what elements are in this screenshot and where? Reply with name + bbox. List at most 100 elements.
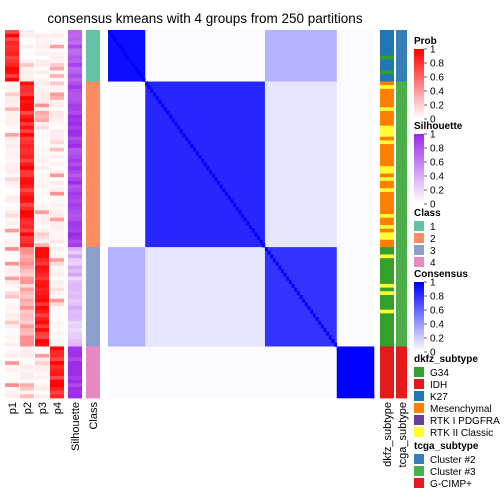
silhouette-cell (68, 328, 82, 333)
silhouette-cell (68, 379, 82, 384)
p3-cell (35, 375, 49, 380)
consensus-diagonal-cell (310, 309, 314, 314)
p4-cell (50, 99, 64, 104)
p1-cell (5, 342, 19, 347)
dkfz-subtype-cell (380, 254, 394, 259)
p4-cell (50, 70, 64, 75)
consensus-block (336, 30, 375, 82)
p3-cell (35, 41, 49, 46)
p1-cell (5, 287, 19, 292)
p1-cell (5, 247, 19, 252)
p1-cell (5, 136, 19, 141)
p1-cell (5, 372, 19, 377)
consensus-block (108, 247, 146, 347)
dkfz-subtype-cell (380, 99, 394, 104)
tcga-subtype-cell (396, 63, 407, 68)
tcga-subtype-cell (396, 66, 407, 71)
p3-cell (35, 210, 49, 215)
p2-cell (20, 103, 34, 108)
legend-gradient-step (414, 84, 424, 87)
annotation-tracks (5, 30, 100, 399)
legend-gradient-step (414, 151, 424, 154)
legend-title: Silhouette (414, 121, 463, 132)
p1-cell (5, 177, 19, 182)
p3-cell (35, 386, 49, 392)
tcga-subtype-cell (396, 52, 407, 57)
class-cell (86, 44, 100, 49)
dkfz-subtype-cell (380, 394, 394, 399)
p4-cell (50, 250, 64, 255)
legend-gradient-step (414, 296, 424, 299)
legend-gradient-step (414, 306, 424, 309)
p2-cell (20, 33, 34, 38)
tcga-subtype-cell (396, 276, 407, 281)
p2-cell (20, 210, 34, 215)
p4-cell (50, 320, 64, 325)
class-cell (86, 368, 100, 373)
silhouette-cell (68, 125, 82, 130)
dkfz-subtype-cell (380, 250, 394, 255)
silhouette-cell (68, 70, 82, 75)
legend-gradient-step (414, 334, 424, 337)
p3-cell (35, 155, 49, 160)
p2-cell (20, 342, 34, 347)
p3-cell (35, 92, 49, 97)
legend-gradient-step (414, 57, 424, 60)
dkfz-subtype-cell (380, 125, 394, 130)
consensus-diagonal-cell (275, 261, 279, 266)
class-cell (86, 63, 100, 68)
class-cell (86, 177, 100, 182)
legend-title: tcga_subtype (414, 441, 479, 452)
p2-cell (20, 228, 34, 233)
silhouette-cell (68, 221, 82, 226)
silhouette-cell (68, 364, 82, 369)
dkfz-subtype-cell (380, 225, 394, 230)
legend-gradient-step (414, 117, 424, 120)
tcga-subtype-cell (396, 221, 407, 226)
tcga-subtype-cell (396, 158, 407, 163)
dkfz-subtype-cell (380, 44, 394, 49)
consensus-diagonal-cell (286, 276, 290, 281)
silhouette-cell (68, 383, 82, 388)
silhouette-cell (68, 44, 82, 49)
p4-cell (50, 77, 64, 82)
legend-gradient-step (414, 52, 424, 55)
dkfz-subtype-cell (380, 328, 394, 333)
class-cell (86, 313, 100, 318)
silhouette-cell (68, 283, 82, 288)
p2-cell (20, 375, 34, 380)
p2-cell (20, 125, 34, 130)
p2-cell (20, 350, 34, 355)
dkfz-subtype-cell (380, 280, 394, 285)
tcga-subtype-cell (396, 85, 407, 90)
p3-cell (35, 320, 49, 325)
consensus-diagonal-cell (267, 250, 271, 255)
class-cell (86, 107, 100, 112)
tcga-subtype-cell (396, 173, 407, 178)
consensus-diagonal-cell (209, 169, 213, 174)
consensus-diagonal-cell (235, 206, 239, 211)
silhouette-cell (68, 166, 82, 171)
legend-swatch (414, 379, 424, 389)
p4-cell (50, 37, 64, 42)
p1-cell (5, 184, 19, 189)
dkfz-subtype-cell (380, 302, 394, 307)
legend-tick-label: 0.8 (430, 144, 444, 155)
p3-cell (35, 59, 49, 64)
p1-cell (5, 210, 19, 215)
p2-cell (20, 361, 34, 366)
tcga-subtype-cell (396, 283, 407, 288)
tcga-subtype-cell (396, 258, 407, 263)
p4-cell (50, 169, 64, 174)
consensus-diagonal-cell (323, 328, 327, 333)
p1-cell (5, 306, 19, 311)
p3-cell (35, 206, 49, 211)
p3-cell (35, 147, 49, 152)
consensus-diagonal-cell (123, 52, 127, 57)
p3-cell (35, 265, 49, 270)
tcga-subtype-cell (396, 350, 407, 355)
p1-cell (5, 276, 19, 281)
class-cell (86, 339, 100, 344)
p4-cell (50, 335, 64, 340)
p2-cell (20, 199, 34, 204)
